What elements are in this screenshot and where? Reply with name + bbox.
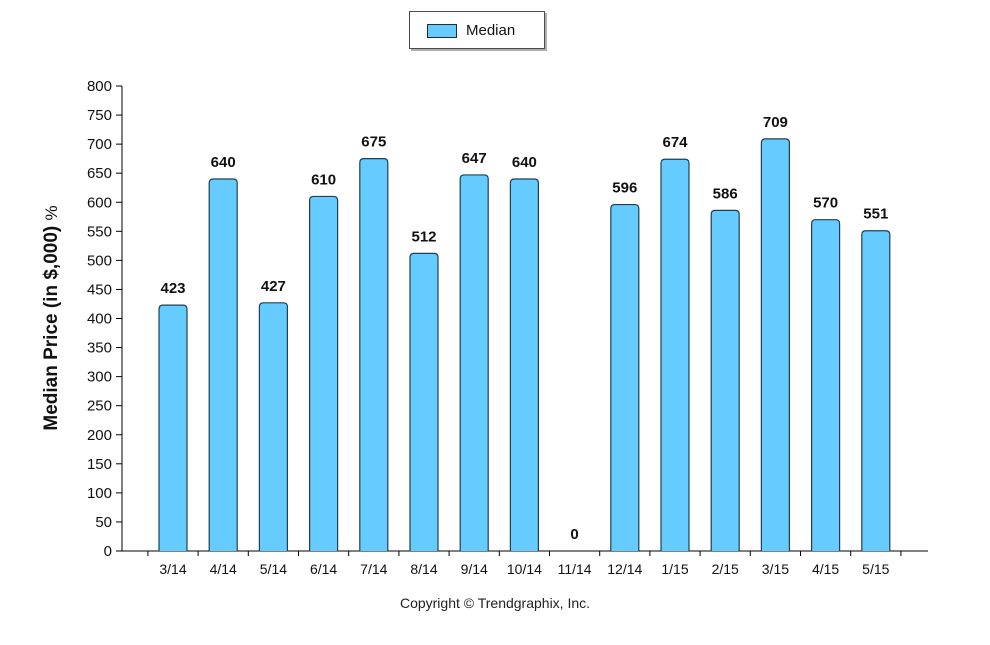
- x-tick-label: 8/14: [410, 561, 437, 577]
- y-tick-label: 300: [87, 369, 112, 386]
- y-tick-label: 750: [87, 107, 112, 124]
- bar-value-label: 551: [863, 206, 888, 223]
- bar: [208, 178, 238, 551]
- y-tick-label: 450: [87, 281, 112, 298]
- bar: [309, 195, 339, 551]
- bar: [660, 158, 690, 551]
- x-tick-label: 5/14: [260, 561, 287, 577]
- bar-value-label: 423: [160, 280, 185, 297]
- x-tick-label: 5/15: [862, 561, 889, 577]
- x-tick-label: 4/14: [210, 561, 237, 577]
- bar-value-label: 427: [261, 278, 286, 295]
- x-tick-label: 9/14: [461, 561, 488, 577]
- y-tick-label: 0: [104, 543, 112, 560]
- bar-value-label: 647: [462, 150, 487, 167]
- x-tick-label: 3/15: [762, 561, 789, 577]
- x-tick-label: 4/15: [812, 561, 839, 577]
- bar: [158, 304, 188, 551]
- y-tick-label: 800: [87, 78, 112, 95]
- x-tick-label: 2/15: [712, 561, 739, 577]
- y-tick-label: 600: [87, 194, 112, 211]
- bar-value-label: 610: [311, 171, 336, 188]
- bar: [459, 174, 489, 551]
- y-tick-label: 150: [87, 456, 112, 473]
- y-tick-label: 400: [87, 311, 112, 328]
- bar: [710, 209, 740, 551]
- x-tick-label: 12/14: [607, 561, 642, 577]
- x-tick-label: 1/15: [661, 561, 688, 577]
- y-tick-label: 650: [87, 165, 112, 182]
- x-tick-label: 6/14: [310, 561, 337, 577]
- y-tick-label: 200: [87, 427, 112, 444]
- bar-value-label: 596: [612, 180, 637, 197]
- bar: [509, 178, 539, 551]
- y-tick-label: 350: [87, 340, 112, 357]
- chart-legend: Median: [409, 11, 545, 49]
- bar-value-label: 674: [662, 134, 688, 151]
- y-axis-label-text: Median Price (in $,000): [41, 225, 62, 431]
- y-axis-label: Median Price (in $,000) %: [41, 205, 63, 430]
- bar-value-label: 0: [570, 526, 578, 543]
- bar-value-label: 709: [763, 114, 788, 131]
- legend-swatch: [427, 24, 457, 38]
- bar-value-label: 570: [813, 195, 838, 212]
- y-tick-label: 50: [95, 514, 112, 531]
- y-tick-label: 100: [87, 485, 112, 502]
- legend-label-median: Median: [466, 22, 516, 39]
- bar: [610, 203, 640, 551]
- bar: [409, 252, 439, 551]
- bar: [811, 219, 841, 551]
- y-tick-label: 550: [87, 223, 112, 240]
- bar-value-label: 512: [411, 228, 436, 245]
- y-tick-label: 700: [87, 136, 112, 153]
- x-tick-label: 11/14: [558, 561, 592, 577]
- bar: [359, 158, 389, 551]
- x-tick-label: 3/14: [159, 561, 186, 577]
- bar-value-label: 640: [211, 154, 236, 171]
- bar: [760, 138, 790, 551]
- bar-value-label: 586: [713, 185, 738, 202]
- copyright-footer: Copyright © Trendgraphix, Inc.: [399, 595, 591, 611]
- y-axis-label-suffix: %: [42, 205, 61, 221]
- bar-value-label: 675: [361, 134, 386, 151]
- bar: [861, 230, 891, 551]
- x-tick-label: 7/14: [360, 561, 387, 577]
- y-tick-label: 250: [87, 398, 112, 415]
- bar-value-label: 640: [512, 154, 537, 171]
- bar: [258, 302, 288, 551]
- x-tick-label: 10/14: [507, 561, 542, 577]
- y-tick-label: 500: [87, 252, 112, 269]
